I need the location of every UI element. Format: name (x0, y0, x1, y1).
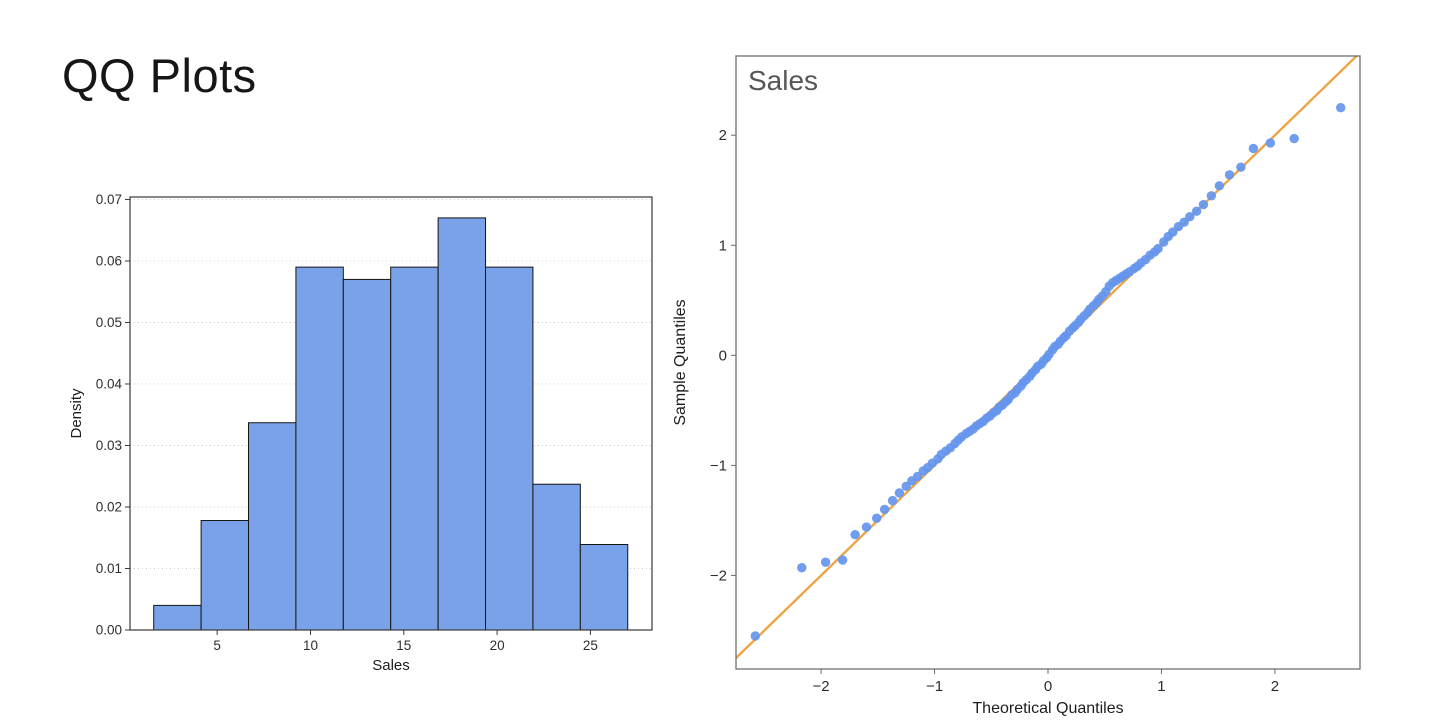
svg-text:−1: −1 (710, 457, 727, 474)
svg-text:5: 5 (213, 638, 221, 653)
svg-text:0.06: 0.06 (96, 253, 122, 268)
svg-text:−1: −1 (926, 678, 943, 695)
svg-text:1: 1 (719, 237, 727, 254)
svg-text:2: 2 (719, 127, 727, 144)
svg-text:0.00: 0.00 (96, 623, 122, 638)
svg-text:0.04: 0.04 (96, 376, 123, 391)
svg-text:2: 2 (1271, 678, 1279, 695)
svg-text:0: 0 (719, 347, 727, 364)
svg-text:−2: −2 (813, 678, 830, 695)
histogram-figure: 5 10 15 20 25 0.00 0.01 0.02 0.03 0.04 0.05 0.06 0.0… (68, 181, 668, 686)
svg-text:Theoretical Quantiles: Theoretical Quantiles (972, 700, 1123, 717)
svg-text:0.02: 0.02 (96, 499, 122, 514)
svg-text:0: 0 (1044, 678, 1052, 695)
svg-text:Sample Quantiles: Sample Quantiles (672, 299, 689, 425)
sales-density-histogram-chart: 5 10 15 20 25 0.00 0.01 0.02 0.03 0.04 0.05 0.06 0.0… (68, 192, 653, 674)
svg-text:0.05: 0.05 (96, 315, 122, 330)
svg-text:10: 10 (303, 638, 318, 653)
svg-text:15: 15 (396, 638, 411, 653)
svg-text:0.01: 0.01 (96, 561, 122, 576)
svg-text:Density: Density (68, 388, 85, 439)
svg-text:−2: −2 (710, 567, 727, 584)
svg-text:20: 20 (490, 638, 505, 653)
svg-text:0.03: 0.03 (96, 438, 122, 453)
qq-plot-figure: −2 −1 0 1 2 −2 −1 0 1 2 Theoretical Quantiles Sampl… (668, 32, 1378, 727)
page-title: QQ Plots (62, 49, 257, 102)
svg-text:Sales: Sales (748, 65, 818, 96)
svg-text:0.07: 0.07 (96, 192, 122, 207)
svg-text:25: 25 (583, 638, 598, 653)
sales-qq-plot-chart: −2 −1 0 1 2 −2 −1 0 1 2 Theoretical Quantiles Sampl… (672, 55, 1361, 717)
svg-text:1: 1 (1157, 678, 1165, 695)
svg-text:Sales: Sales (372, 657, 410, 674)
